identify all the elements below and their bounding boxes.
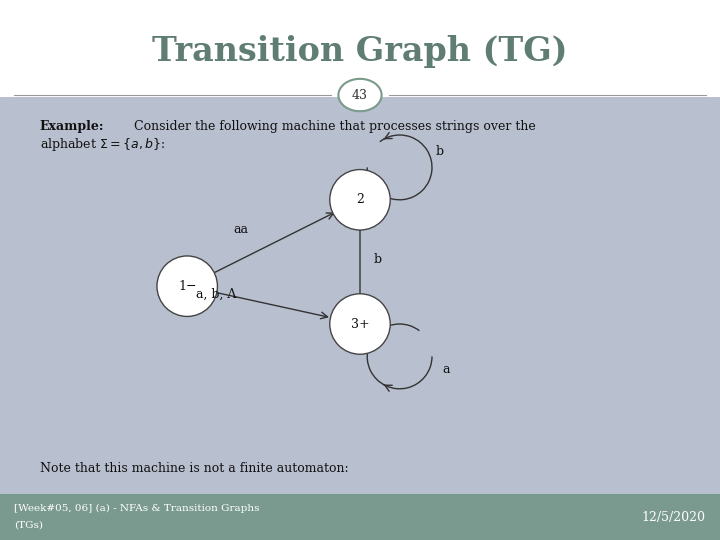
Text: (TGs): (TGs) — [14, 521, 43, 529]
Text: Consider the following machine that processes strings over the: Consider the following machine that proc… — [126, 120, 536, 133]
Text: 1−: 1− — [178, 280, 197, 293]
Text: [Week#05, 06] (a) - NFAs & Transition Graphs: [Week#05, 06] (a) - NFAs & Transition Gr… — [14, 504, 260, 513]
Text: 12/5/2020: 12/5/2020 — [642, 511, 706, 524]
Text: 2: 2 — [356, 193, 364, 206]
Text: Note that this machine is not a finite automaton:: Note that this machine is not a finite a… — [40, 462, 348, 475]
Text: Example:: Example: — [40, 120, 104, 133]
Text: 43: 43 — [352, 89, 368, 102]
Text: b: b — [435, 145, 444, 158]
Text: a: a — [443, 363, 450, 376]
Ellipse shape — [157, 256, 217, 316]
Bar — [0, 97, 720, 494]
Text: b: b — [374, 253, 382, 266]
Text: a, b, Λ: a, b, Λ — [196, 288, 236, 301]
Ellipse shape — [330, 170, 390, 230]
Bar — [0, 0, 720, 103]
Text: alphabet $\Sigma = \{a, b\}$:: alphabet $\Sigma = \{a, b\}$: — [40, 136, 165, 153]
Ellipse shape — [330, 294, 390, 354]
Text: aa: aa — [234, 223, 248, 236]
Circle shape — [338, 79, 382, 111]
Text: Transition Graph (TG): Transition Graph (TG) — [152, 35, 568, 68]
Bar — [0, 494, 720, 540]
Text: 3+: 3+ — [351, 318, 369, 330]
